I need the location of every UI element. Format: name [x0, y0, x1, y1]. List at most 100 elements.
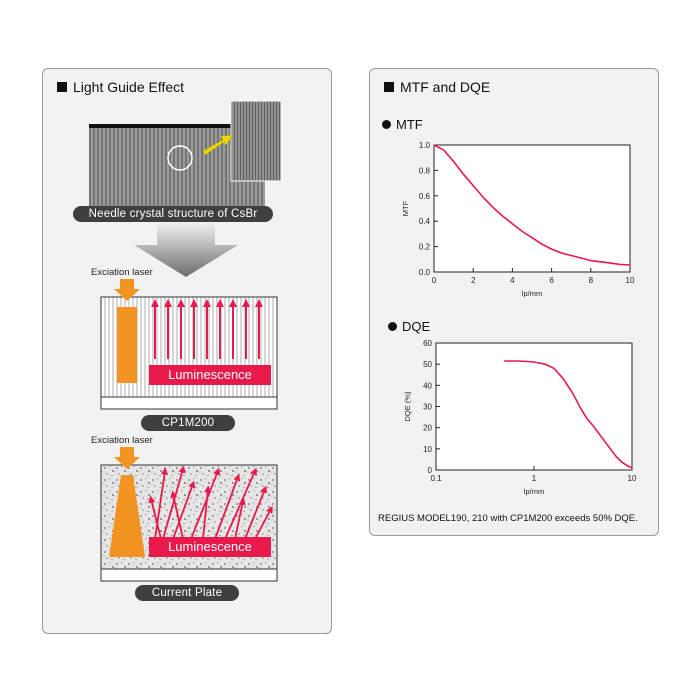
circle-bullet-icon: [388, 322, 397, 331]
x-tick-label: 0.1: [430, 474, 442, 483]
square-bullet-icon: [57, 82, 67, 92]
data-point: [482, 196, 484, 198]
data-point: [562, 378, 565, 380]
data-point: [570, 254, 572, 257]
y-tick-label: 0.4: [419, 217, 431, 226]
luminescence-box-2: Luminescence: [149, 537, 271, 557]
current-plate-label: Current Plate: [135, 585, 239, 601]
x-tick-label: 8: [589, 276, 594, 285]
x-tick-label: 10: [626, 276, 635, 285]
x-tick-label: 0: [432, 276, 437, 285]
dqe-heading-text: DQE: [402, 319, 431, 334]
y-tick-label: 30: [423, 403, 432, 412]
data-point: [518, 360, 520, 362]
mtf-chart: 0 2 4 6 8 10 0.0 0.2 0.4 0.6 0.8 1.0 lp/mm MTF: [401, 141, 635, 298]
crystal-zoom-image: [230, 100, 282, 182]
laser-label-2: Exciation laser: [91, 435, 153, 446]
data-point: [609, 448, 611, 450]
x-axis-label: lp/mm: [524, 487, 544, 496]
dqe-caption: REGIUS MODEL190, 210 with CP1M200 exceed…: [378, 513, 638, 524]
x-tick-label: 2: [471, 276, 476, 285]
data-point: [531, 237, 533, 239]
plot-area: [433, 144, 631, 273]
x-tick-label: 1: [532, 474, 537, 483]
zoom-pointer-arrow: [202, 134, 234, 156]
luminescence-box-1: Luminescence: [149, 365, 271, 385]
data-point: [503, 360, 506, 362]
mtf-heading-text: MTF: [396, 117, 423, 132]
data-point: [551, 248, 553, 250]
data-point: [621, 461, 624, 464]
excitation-beam: [117, 307, 137, 383]
down-arrow-icon: [134, 221, 238, 277]
data-point: [443, 149, 445, 151]
data-point: [511, 223, 513, 225]
scattered-luminescence-arrows: [148, 465, 273, 540]
x-tick-label: 4: [510, 276, 515, 285]
y-tick-label: 50: [423, 360, 432, 369]
data-point: [502, 215, 504, 217]
crystal-label: Needle crystal structure of CsBr: [73, 206, 273, 222]
data-point: [462, 173, 464, 175]
light-guide-panel: Light Guide Effect: [42, 68, 332, 634]
laser-label-1: Exciation laser: [91, 267, 153, 278]
cp1m200-label: CP1M200: [141, 415, 235, 431]
y-tick-label: 0.8: [419, 166, 431, 175]
data-point: [472, 185, 474, 187]
light-guide-diagram: [89, 100, 282, 582]
y-tick-label: 0: [428, 466, 433, 475]
x-tick-label: 6: [549, 276, 554, 285]
dqe-chart: 0.1 1 10 0 10 20 30 40 50 60 lp/mm DQE (%): [403, 339, 637, 496]
data-point: [629, 264, 631, 266]
circle-bullet-icon: [382, 120, 391, 129]
excitation-cone: [109, 475, 145, 557]
data-point: [533, 361, 535, 363]
data-point: [600, 261, 602, 263]
data-point: [631, 467, 633, 469]
x-axis-label: lp/mm: [522, 289, 542, 298]
mtf-dqe-title-text: MTF and DQE: [400, 79, 491, 95]
data-point: [592, 424, 594, 427]
light-guide-title-text: Light Guide Effect: [73, 79, 185, 95]
laser-arrow-icon: [114, 279, 140, 301]
data-point: [580, 408, 582, 410]
data-point: [626, 465, 629, 467]
dqe-heading: DQE: [388, 319, 430, 334]
square-bullet-icon: [384, 82, 394, 92]
y-axis-label: DQE (%): [403, 391, 412, 422]
data-point: [453, 160, 455, 163]
data-point: [616, 456, 618, 458]
data-point: [619, 263, 621, 265]
y-tick-label: 60: [423, 339, 432, 348]
data-point: [492, 206, 494, 208]
y-tick-label: 1.0: [419, 141, 431, 150]
data-point: [433, 144, 435, 146]
plot-area: [435, 342, 633, 471]
data-point: [601, 437, 604, 439]
y-tick-label: 0.6: [419, 192, 431, 201]
data-point: [553, 367, 555, 369]
x-tick-label: 10: [628, 474, 637, 483]
y-tick-label: 0.2: [419, 243, 431, 252]
y-tick-label: 40: [423, 381, 432, 390]
luminescence-arrows: [151, 299, 263, 359]
data-point: [541, 243, 543, 245]
y-tick-label: 0.0: [419, 268, 431, 277]
data-point: [590, 259, 592, 262]
current-plate-diagram: [100, 447, 278, 582]
y-tick-label: 10: [423, 445, 432, 454]
data-point: [586, 418, 588, 420]
data-point: [560, 252, 562, 254]
y-axis-label: MTF: [401, 200, 410, 216]
data-point: [521, 230, 523, 232]
laser-arrow-icon-2: [114, 447, 140, 469]
mtf-dqe-panel: MTF and DQE MTF 0 2 4 6 8 10 0.0 0.2 0.4 0.6 0.8 1.…: [369, 68, 659, 536]
cp1m200-plate-diagram: [100, 279, 278, 410]
data-point: [580, 257, 582, 259]
data-point: [544, 363, 546, 365]
mtf-dqe-title: MTF and DQE: [384, 79, 490, 95]
mtf-heading: MTF: [382, 117, 423, 132]
data-point: [572, 393, 574, 395]
light-guide-title: Light Guide Effect: [57, 79, 184, 95]
series-line: [504, 360, 633, 469]
